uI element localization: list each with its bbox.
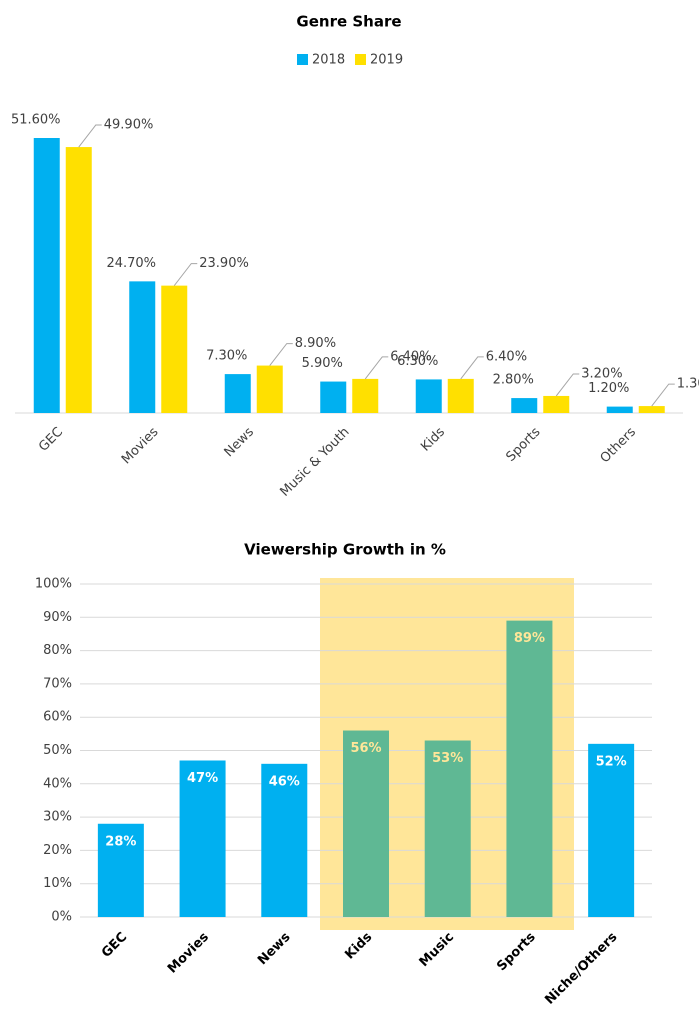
x-tick-label: News xyxy=(222,425,258,461)
y-tick-label: 30% xyxy=(43,810,72,825)
x-tick-label: Movies xyxy=(119,425,162,468)
bar xyxy=(511,398,538,413)
leader-line xyxy=(651,383,675,407)
x-tick-label: Others xyxy=(598,425,640,467)
value-label: 1.30% xyxy=(677,377,699,392)
bar xyxy=(588,743,635,917)
bar xyxy=(415,379,442,413)
value-label: 6.40% xyxy=(390,349,431,364)
value-label: 5.90% xyxy=(302,356,343,371)
chart-title: Viewership Growth in % xyxy=(244,541,446,559)
x-tick-label: Sports xyxy=(503,425,543,465)
y-tick-label: 40% xyxy=(43,776,72,791)
legend-label: 2019 xyxy=(370,53,403,68)
y-tick-label: 70% xyxy=(43,676,72,691)
x-tick-label: Sports xyxy=(494,930,539,975)
leader-line xyxy=(269,343,293,366)
value-label: 8.90% xyxy=(295,336,336,351)
value-label: 47% xyxy=(187,771,218,786)
x-tick-label: Niche/Others xyxy=(542,930,620,1008)
x-tick-label: Movies xyxy=(165,930,212,977)
x-tick-label: Music xyxy=(417,930,457,970)
value-label: 23.90% xyxy=(199,256,249,271)
legend-swatch xyxy=(355,54,366,65)
x-tick-label: GEC xyxy=(36,425,66,455)
bar xyxy=(343,730,389,917)
y-tick-label: 90% xyxy=(43,610,72,625)
value-label: 56% xyxy=(350,741,381,756)
x-tick-label: Kids xyxy=(418,425,448,455)
bar xyxy=(606,406,633,413)
value-label: 7.30% xyxy=(206,349,247,364)
leader-line xyxy=(460,356,484,380)
bar xyxy=(161,285,188,413)
bar xyxy=(261,763,308,917)
value-label: 1.20% xyxy=(588,381,629,396)
value-label: 53% xyxy=(432,751,463,766)
x-tick-label: Kids xyxy=(342,930,375,963)
value-label: 6.40% xyxy=(486,349,527,364)
y-tick-label: 0% xyxy=(51,910,72,925)
bar xyxy=(129,281,156,413)
y-tick-label: 10% xyxy=(43,876,72,891)
bar xyxy=(638,406,665,413)
value-label: 28% xyxy=(105,834,136,849)
value-label: 89% xyxy=(514,631,545,646)
bar xyxy=(320,381,347,413)
value-label: 49.90% xyxy=(104,118,154,133)
bar xyxy=(424,740,471,917)
y-tick-label: 60% xyxy=(43,710,72,725)
value-label: 46% xyxy=(269,774,300,789)
bar xyxy=(224,374,251,413)
bar xyxy=(179,760,226,917)
y-tick-label: 80% xyxy=(43,643,72,658)
x-tick-label: Music & Youth xyxy=(278,425,353,500)
leader-line xyxy=(364,356,389,380)
chart-title: Genre Share xyxy=(296,13,401,31)
leader-line xyxy=(555,373,580,397)
bar xyxy=(543,395,570,413)
bar xyxy=(97,823,144,917)
value-label: 51.60% xyxy=(11,113,61,128)
y-tick-label: 20% xyxy=(43,843,72,858)
y-tick-label: 100% xyxy=(35,577,72,592)
x-tick-label: News xyxy=(255,930,294,969)
y-tick-label: 50% xyxy=(43,743,72,758)
bar xyxy=(506,620,553,917)
x-tick-label: GEC xyxy=(99,930,130,961)
bar xyxy=(33,138,60,413)
value-label: 3.20% xyxy=(581,366,622,381)
value-label: 6.30% xyxy=(397,354,438,369)
bar xyxy=(447,378,474,413)
value-label: 52% xyxy=(596,754,627,769)
bar xyxy=(352,378,379,413)
leader-line xyxy=(78,124,102,148)
bar xyxy=(256,365,283,413)
bar xyxy=(65,147,92,414)
value-label: 2.80% xyxy=(493,373,534,388)
legend-label: 2018 xyxy=(312,53,345,68)
leader-line xyxy=(173,263,198,286)
value-label: 24.70% xyxy=(106,256,156,271)
legend-swatch xyxy=(297,54,308,65)
